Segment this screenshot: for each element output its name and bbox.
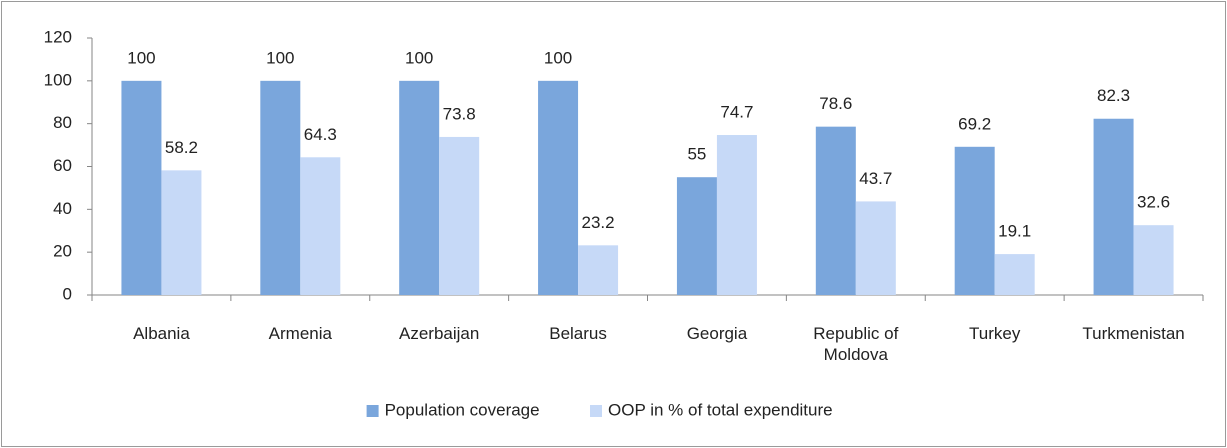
x-tick-label: Republic of Moldova [813,324,899,364]
bar [300,157,341,295]
bar [121,80,162,295]
bar [578,245,619,295]
y-tick-label: 40 [53,199,72,218]
x-tick-label: Georgia [686,324,748,343]
value-label: 58.2 [165,138,198,157]
legend-label: OOP in % of total expenditure [608,400,833,419]
x-tick-label: Belarus [549,324,607,343]
bar [855,201,896,295]
bar [260,80,301,295]
x-tick-label: Armenia [268,324,332,343]
y-tick-label: 100 [44,70,72,89]
value-label: 19.1 [998,222,1031,241]
value-label: 23.2 [582,213,615,232]
value-label: 100 [544,48,572,67]
value-label: 69.2 [958,114,991,133]
legend-swatch [590,405,602,417]
bar [1093,118,1134,295]
value-label: 74.7 [720,103,753,122]
bar [954,146,995,295]
value-label: 100 [127,48,155,67]
legend-label: Population coverage [385,400,540,419]
x-tick-label: Turkmenistan [1082,324,1185,343]
x-tick-label: Azerbaijan [399,324,480,343]
bar [994,254,1035,295]
bar [676,177,717,295]
y-tick-label: 80 [53,113,72,132]
x-tick-label: Turkey [969,324,1021,343]
y-tick-label: 120 [44,27,72,46]
bar [399,80,440,295]
bar [161,170,202,295]
value-label: 43.7 [859,169,892,188]
y-tick-label: 60 [53,156,72,175]
bar [815,126,856,295]
value-label: 100 [266,48,294,67]
value-label: 100 [405,48,433,67]
y-tick-label: 20 [53,242,72,261]
value-label: 73.8 [443,104,476,123]
value-label: 78.6 [819,94,852,113]
value-label: 64.3 [304,125,337,144]
value-label: 32.6 [1137,193,1170,212]
bar [439,136,480,295]
value-label: 55 [687,145,706,164]
legend-swatch [366,405,379,417]
bar [538,80,579,295]
value-label: 82.3 [1097,86,1130,105]
bar [1133,225,1174,295]
y-tick-label: 0 [63,284,72,303]
bar [716,135,757,295]
x-tick-label: Albania [133,324,190,343]
